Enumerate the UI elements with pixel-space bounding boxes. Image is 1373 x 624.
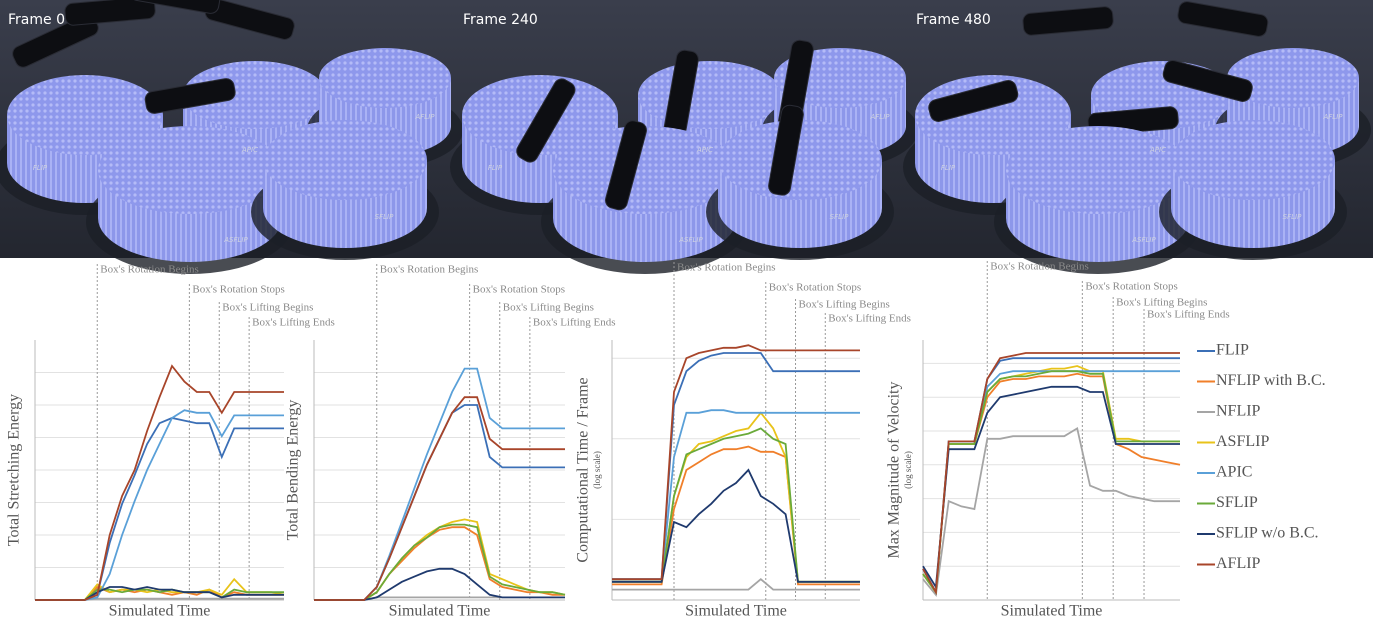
event-label: Box's Lifting Begins [799, 299, 890, 311]
series-line [612, 447, 860, 585]
render-label: FLIP [488, 164, 503, 172]
series-line [923, 387, 1180, 587]
render-label: APIC [1149, 146, 1166, 154]
render-label: AFLIP [1322, 113, 1343, 121]
series-line [35, 410, 284, 600]
event-label: Box's Rotation Begins [100, 264, 199, 276]
x-axis-label: Simulated Time [389, 603, 491, 620]
event-label: Box's Rotation Stops [769, 282, 861, 294]
event-label: Box's Lifting Ends [1147, 309, 1230, 321]
strand-top [319, 48, 451, 108]
series-line [314, 525, 565, 600]
strand-top [1171, 120, 1335, 200]
legend-label: NFLIP [1216, 403, 1261, 420]
event-label: Box's Lifting Begins [222, 302, 313, 314]
x-axis-label: Simulated Time [109, 603, 211, 620]
x-axis-label: Simulated Time [685, 603, 787, 620]
series-line [314, 369, 565, 600]
series-line [612, 345, 860, 579]
event-label: Box's Rotation Stops [192, 284, 284, 296]
legend-label: FLIP [1216, 342, 1249, 359]
series-line [923, 358, 1180, 592]
y-axis-label: Total Stretching Energy [6, 394, 23, 546]
y-axis-label: Total Bending Energy [285, 400, 302, 541]
series-line [612, 353, 860, 579]
event-label: Box's Rotation Begins [380, 264, 479, 276]
event-label: Box's Rotation Stops [473, 284, 565, 296]
series-line [923, 366, 1180, 592]
render-label: ASFLIP [1131, 236, 1156, 244]
event-label: Box's Rotation Stops [1085, 281, 1177, 293]
series-line [923, 371, 1180, 592]
x-axis-label: Simulated Time [1001, 603, 1103, 620]
series-line [612, 413, 860, 582]
render-label: SFLIP [830, 213, 849, 221]
legend-label: NFLIP with B.C. [1216, 372, 1326, 389]
y-axis-sublabel: (log scale) [903, 451, 913, 489]
series-line [314, 569, 565, 600]
page: FLIP APIC AFLIP ASFLIP SFLIP Frame 0 FLIP APIC A… [0, 0, 1373, 624]
series-line [923, 353, 1180, 592]
series-line [923, 428, 1180, 594]
series-line [923, 374, 1180, 592]
legend-label: SFLIP [1216, 494, 1258, 511]
event-label: Box's Lifting Begins [503, 302, 594, 314]
legend-label: AFLIP [1216, 555, 1261, 572]
event-label: Box's Lifting Ends [533, 317, 616, 329]
chart: Box's Rotation Begins Box's Rotation Stop… [886, 261, 1230, 620]
y-axis-label: Max Magnitude of Velocity [886, 381, 903, 558]
render-label: SFLIP [375, 213, 394, 221]
event-label: Box's Rotation Begins [677, 262, 776, 274]
event-label: Box's Lifting Ends [828, 313, 911, 325]
event-label: Box's Lifting Ends [252, 317, 335, 329]
render-label: FLIP [941, 164, 956, 172]
frame-title: Frame 0 [8, 12, 65, 28]
event-label: Box's Lifting Begins [1116, 297, 1207, 309]
series-line [314, 519, 565, 600]
render-label: SFLIP [1283, 213, 1302, 221]
legend-label: APIC [1216, 464, 1252, 481]
figure: FLIP APIC AFLIP ASFLIP SFLIP Frame 0 FLIP APIC A… [0, 0, 1373, 624]
strand-top [638, 61, 782, 129]
render-label: ASFLIP [223, 236, 248, 244]
series-line [612, 470, 860, 582]
render-label: APIC [696, 146, 713, 154]
legend-label: ASFLIP [1216, 433, 1269, 450]
series-line [612, 428, 860, 581]
chart: Box's Rotation Begins Box's Rotation Stop… [575, 262, 911, 620]
series-line [923, 371, 1180, 592]
series-line [35, 366, 284, 600]
y-axis-label: Computational Time / Frame [575, 377, 592, 562]
frame-title: Frame 240 [463, 12, 538, 28]
render-label: AFLIP [869, 113, 890, 121]
render-label: FLIP [33, 164, 48, 172]
legend: FLIP NFLIP with B.C. NFLIP ASFLIP APIC SFLIP S… [1197, 342, 1326, 573]
render-label: ASFLIP [678, 236, 703, 244]
event-label: Box's Rotation Begins [990, 261, 1089, 273]
frame-title: Frame 480 [916, 12, 991, 28]
y-axis-sublabel: (log scale) [592, 451, 602, 489]
strand-top [263, 120, 427, 200]
legend-label: SFLIP w/o B.C. [1216, 525, 1319, 542]
render-label: APIC [241, 146, 258, 154]
render-label: AFLIP [414, 113, 435, 121]
charts: Box's Rotation Begins Box's Rotation Stop… [6, 261, 1230, 620]
